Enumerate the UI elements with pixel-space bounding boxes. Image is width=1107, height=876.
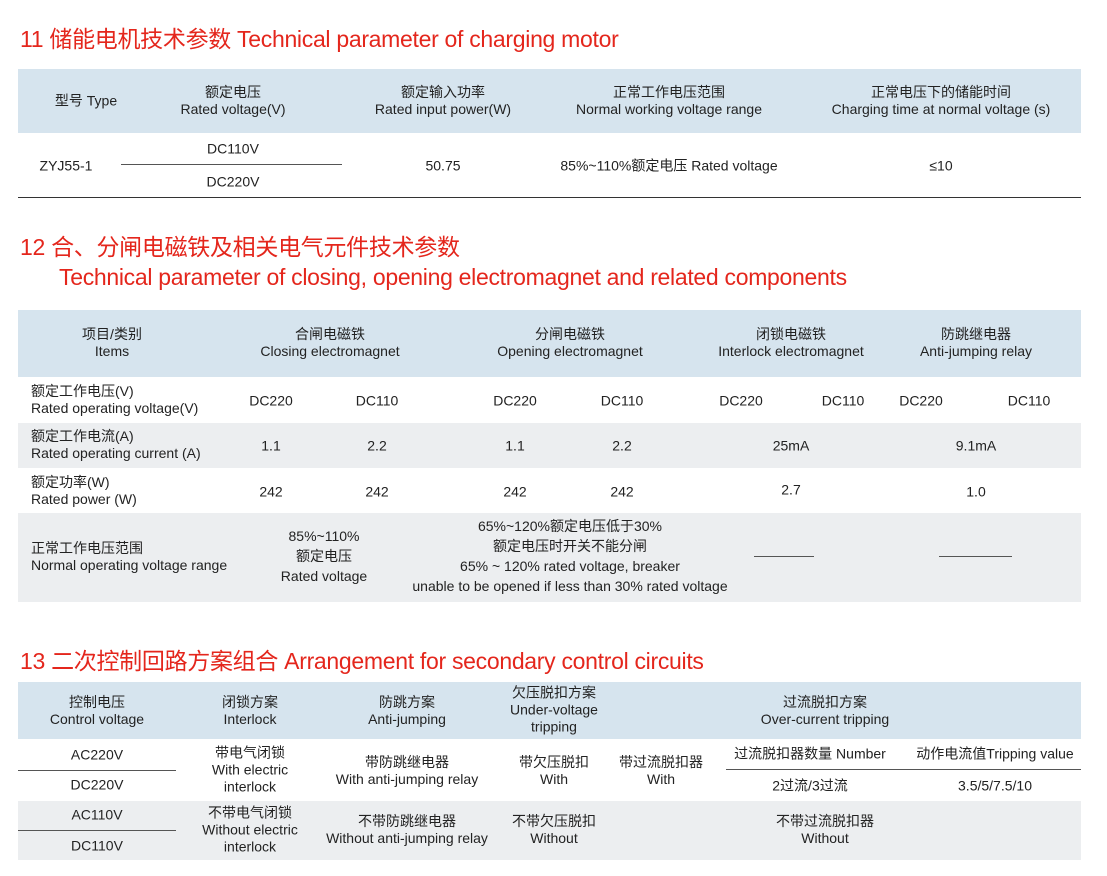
s11-voltage-dc220: DC220V [206,173,260,190]
s12-opening-voltage-2: DC110 [600,392,644,409]
s11-header-voltage: 额定电压 Rated voltage(V) [180,84,286,117]
s13-voltage-dc110: DC110V [71,837,123,854]
s12-interlock-voltage-2: DC110 [821,392,865,409]
s12-row-range-label: 正常工作电压范围 Normal operating voltage range [31,540,228,573]
s12-closing-power-2: 242 [365,483,389,500]
s12-closing-voltage-2: DC110 [355,392,399,409]
s13-voltage-divider-2 [18,830,176,831]
s13-voltage-divider-1 [18,770,176,771]
s12-interlock-current: 25mA [772,437,810,454]
s11-header-time: 正常电压下的储能时间 Charging time at normal voltag… [831,84,1051,117]
s12-header-interlock: 闭锁电磁铁 Interlock electromagnet [718,326,864,359]
s12-antijump-voltage-1: DC220 [899,392,943,409]
section-11-title: 11 储能电机技术参数 Technical parameter of charg… [20,26,619,52]
section-12-title-zh: 12 合、分闸电磁铁及相关电气元件技术参数 [20,234,460,260]
s11-voltage-divider [121,164,342,165]
s12-header-items: 项目/类别 Items [82,326,142,359]
s12-closing-current-1: 1.1 [261,437,281,454]
s13-overcurrent-divider [726,769,1081,770]
s13-header-interlock: 闭锁方案 Interlock [222,694,278,727]
s13-header-voltage: 控制电压 Control voltage [49,694,145,727]
s12-opening-current-2: 2.2 [612,437,632,454]
s12-row-current-label: 额定工作电流(A) Rated operating current (A) [31,428,201,461]
s12-row-power-label: 额定功率(W) Rated power (W) [31,474,137,507]
s13-undervoltage-without: 不带欠压脱扣 Without [512,813,596,846]
s13-header-band [18,682,1081,739]
s12-interlock-range-dash [754,556,814,557]
s12-header-band [18,310,1081,377]
s13-without-shade [18,801,1081,860]
s13-antijump-with: 带防跳继电器 With anti-jumping relay [335,754,479,787]
s11-voltage-dc110: DC110V [207,140,259,157]
s12-opening-power-1: 242 [503,483,527,500]
s13-voltage-dc220: DC220V [70,776,124,793]
s13-header-antijump: 防跳方案 Anti-jumping [368,694,446,727]
s12-header-opening: 分闸电磁铁 Opening electromagnet [497,326,643,359]
s13-voltage-ac220: AC220V [70,746,124,763]
s12-row-current-shade [18,423,1081,468]
s13-undervoltage-with: 带欠压脱扣 With [519,754,589,787]
s12-antijump-power: 1.0 [966,483,986,500]
s11-range-value: 85%~110%额定电压 Rated voltage [560,157,778,174]
s13-number-value: 2过流/3过流 [772,777,848,794]
s12-closing-power-1: 242 [259,483,283,500]
s11-header-range: 正常工作电压范围 Normal working voltage range [576,84,762,117]
s13-tripping-value: 3.5/5/7.5/10 [958,777,1032,794]
s12-opening-current-1: 1.1 [505,437,525,454]
s12-opening-range: 65%~120%额定电压低于30% 额定电压时开关不能分闸 65% ~ 120% r… [412,518,728,594]
s12-antijump-current: 9.1mA [955,437,997,454]
s13-overcurrent-without: 不带过流脱扣器 Without [776,813,874,846]
s12-antijump-range-dash [939,556,1012,557]
s12-closing-current-2: 2.2 [367,437,387,454]
s11-type-value: ZYJ55-1 [39,157,93,174]
s12-row-voltage-label: 额定工作电压(V) Rated operating voltage(V) [31,383,199,416]
s13-antijump-without: 不带防跳继电器 Without anti-jumping relay [326,813,488,846]
s12-opening-voltage-1: DC220 [493,392,537,409]
s11-header-band [18,69,1081,133]
s11-header-type: 型号 Type [54,92,118,109]
s12-antijump-voltage-2: DC110 [1007,392,1051,409]
s11-time-value: ≤10 [929,157,953,174]
s13-interlock-without: 不带电气闭锁 Without electric interlock [202,804,298,855]
s12-interlock-power: 2.7 [781,481,801,498]
s11-bottom-rule [18,197,1081,198]
s12-interlock-voltage-1: DC220 [719,392,763,409]
s13-header-overcurrent: 过流脱扣方案 Over-current tripping [760,694,890,727]
s12-header-closing: 合闸电磁铁 Closing electromagnet [260,326,400,359]
s13-interlock-with: 带电气闭锁 With electric interlock [211,744,289,795]
s13-overcurrent-with: 带过流脱扣器 With [619,754,703,787]
s11-header-power: 额定输入功率 Rated input power(W) [374,84,512,117]
s12-header-antijump: 防跳继电器 Anti-jumping relay [919,326,1033,359]
s12-closing-voltage-1: DC220 [249,392,293,409]
s13-number-label: 过流脱扣器数量 Number [734,745,886,762]
s13-tripping-label: 动作电流值Tripping value [916,745,1074,762]
section-12-title-en: Technical parameter of closing, opening … [59,264,847,290]
s13-header-undervoltage: 欠压脱扣方案 Under-voltage tripping [510,684,598,735]
section-13-title: 13 二次控制回路方案组合 Arrangement for secondary … [20,648,704,674]
s11-power-value: 50.75 [425,157,461,174]
s12-closing-range: 85%~110% 额定电压 Rated voltage [280,528,368,584]
s12-row-range-shade [18,513,1081,602]
s13-voltage-ac110: AC110V [71,806,123,823]
s12-opening-power-2: 242 [610,483,634,500]
